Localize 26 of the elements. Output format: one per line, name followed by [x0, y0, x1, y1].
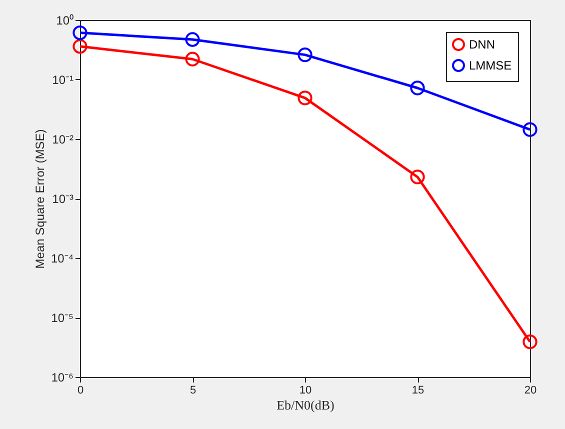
y-tick-label: 10⁰	[56, 14, 74, 28]
point	[72, 25, 88, 40]
y-tick-label: 10⁻²	[52, 132, 74, 146]
point	[298, 90, 312, 106]
point	[185, 52, 200, 66]
x-tick-label: 5	[190, 384, 196, 396]
point	[522, 122, 538, 137]
legend-label: LMMSE	[469, 58, 512, 72]
legend-label: DNN	[469, 38, 495, 52]
point	[410, 170, 425, 184]
y-tick-label: 10⁻³	[52, 192, 74, 206]
x-axis-title: Eb/N0(dB)	[276, 398, 334, 412]
point	[410, 80, 425, 96]
y-tick-label: 10⁻⁵	[51, 311, 74, 325]
y-axis-title: Mean Square Error (MSE)	[32, 129, 47, 269]
y-tick-label: 10⁻⁶	[51, 370, 74, 384]
y-tick-label: 10⁻¹	[52, 73, 74, 87]
x-tick-label: 15	[412, 384, 424, 396]
x-tick-label: 10	[299, 384, 312, 396]
x-tick-label: 20	[524, 384, 537, 396]
point	[522, 334, 538, 350]
point	[72, 39, 88, 54]
point	[298, 47, 312, 62]
point	[185, 32, 200, 47]
x-tick-label: 0	[77, 384, 84, 396]
y-tick-label: 10⁻⁴	[50, 252, 74, 266]
